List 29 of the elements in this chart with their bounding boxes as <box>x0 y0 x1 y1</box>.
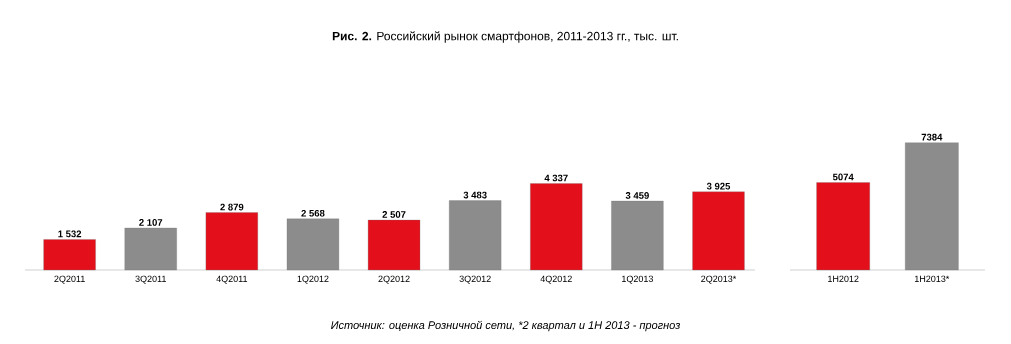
bar <box>205 212 258 271</box>
text: Источник: оценка Розничной сети, *2 квартал и 1H 2013 - прогноз <box>331 320 680 332</box>
data-label: 3 459 <box>625 192 649 199</box>
data-label: 1 532 <box>58 230 82 238</box>
x-tick-label: 2Q2011 <box>54 275 85 284</box>
data-label: 2 879 <box>220 203 244 211</box>
x-tick-label: 1Q2012 <box>297 275 329 284</box>
bar <box>43 239 96 271</box>
x-tick-label: 1H2013* <box>914 275 950 283</box>
data-label: 5074 <box>832 173 854 181</box>
data-label: 4 337 <box>544 174 568 182</box>
x-tick-label: 3Q2011 <box>135 275 166 284</box>
x-tick-label: 1Q2013 <box>622 275 653 284</box>
data-label: 2 507 <box>382 211 406 218</box>
x-tick-label: 4Q2012 <box>540 275 572 284</box>
bar <box>692 191 745 271</box>
x-tick-label: 2Q2012 <box>378 275 410 284</box>
chart-title: Рис. 2. Российский рынок смартфонов, 2011-2013 гг., тыс. шт. <box>332 31 678 43</box>
x-tick-label: 3Q2012 <box>459 275 491 284</box>
x-tick-label: 4Q2011 <box>216 275 248 284</box>
bar <box>367 219 421 271</box>
bar <box>530 183 583 271</box>
data-label: 2 107 <box>139 219 163 226</box>
data-label: 3 483 <box>463 191 487 199</box>
data-label: 2 568 <box>301 209 325 217</box>
data-label: 7384 <box>921 133 943 141</box>
x-tick-label: 2Q2013* <box>701 275 737 284</box>
data-label: 3 925 <box>706 182 731 190</box>
x-tick-label: 1H2012 <box>828 275 859 283</box>
